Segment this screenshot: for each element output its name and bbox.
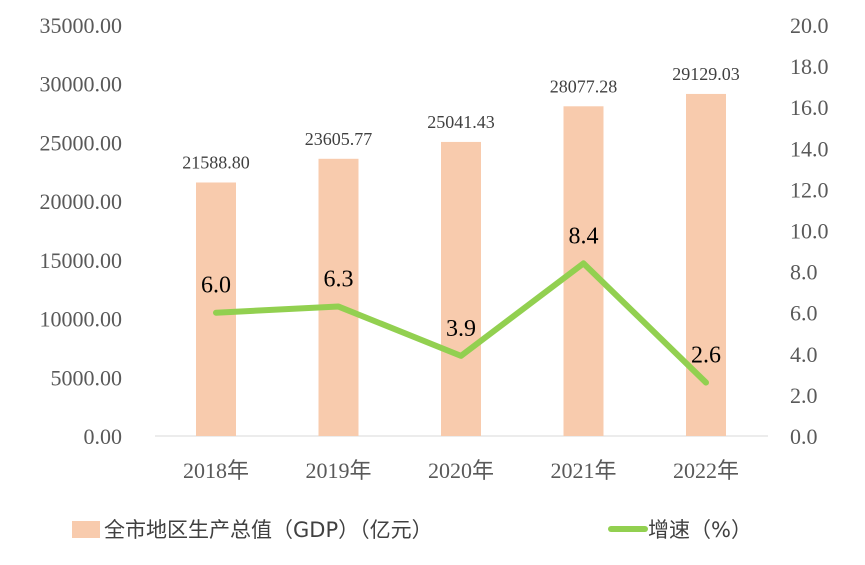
right-axis-tick: 8.0 <box>790 260 818 285</box>
legend-label-growth: 增速（%） <box>648 518 752 542</box>
legend: 全市地区生产总值（GDP）（亿元） 增速（%） <box>72 518 752 542</box>
gdp-bar-label: 28077.28 <box>550 76 618 96</box>
gdp-bar <box>318 158 359 436</box>
right-axis-tick: 10.0 <box>790 219 829 244</box>
growth-label: 2.6 <box>691 343 721 369</box>
gdp-bar-label: 29129.03 <box>672 64 740 84</box>
left-axis-tick: 0.00 <box>84 424 123 449</box>
growth-label: 6.0 <box>201 273 231 299</box>
right-axis-tick: 18.0 <box>790 54 829 79</box>
left-axis-tick: 30000.00 <box>40 72 123 97</box>
legend-label-gdp: 全市地区生产总值（GDP）（亿元） <box>104 518 433 542</box>
right-axis-tick: 16.0 <box>790 95 829 120</box>
left-axis-tick: 25000.00 <box>40 130 123 155</box>
right-axis-tick: 2.0 <box>790 383 818 408</box>
growth-label: 3.9 <box>446 316 476 342</box>
right-axis-tick: 4.0 <box>790 342 818 367</box>
left-axis-tick: 10000.00 <box>40 307 123 332</box>
gdp-bar-label: 21588.80 <box>182 152 250 172</box>
gdp-bar-label: 25041.43 <box>427 112 495 132</box>
x-axis-tick: 2021年 <box>550 458 616 483</box>
right-axis-tick: 14.0 <box>790 136 829 161</box>
x-axis-tick: 2022年 <box>673 458 739 483</box>
left-axis-tick: 15000.00 <box>40 248 123 273</box>
growth-label: 8.4 <box>569 223 599 249</box>
legend-swatch-gdp <box>72 521 100 538</box>
left-axis-tick: 5000.00 <box>51 365 123 390</box>
x-axis-tick: 2020年 <box>428 458 494 483</box>
right-axis-tick: 12.0 <box>790 177 829 202</box>
gdp-bar <box>441 141 481 436</box>
left-axis-tick: 35000.00 <box>40 13 123 38</box>
right-axis-tick: 6.0 <box>790 301 818 326</box>
right-axis-tick: 20.0 <box>790 13 829 38</box>
left-axis-tick: 20000.00 <box>40 189 123 214</box>
gdp-bar-label: 23605.77 <box>305 129 373 149</box>
growth-label: 6.3 <box>324 267 354 293</box>
x-axis-tick: 2019年 <box>305 458 371 483</box>
x-axis-tick: 2018年 <box>183 458 249 483</box>
right-axis-tick: 0.0 <box>790 424 818 449</box>
